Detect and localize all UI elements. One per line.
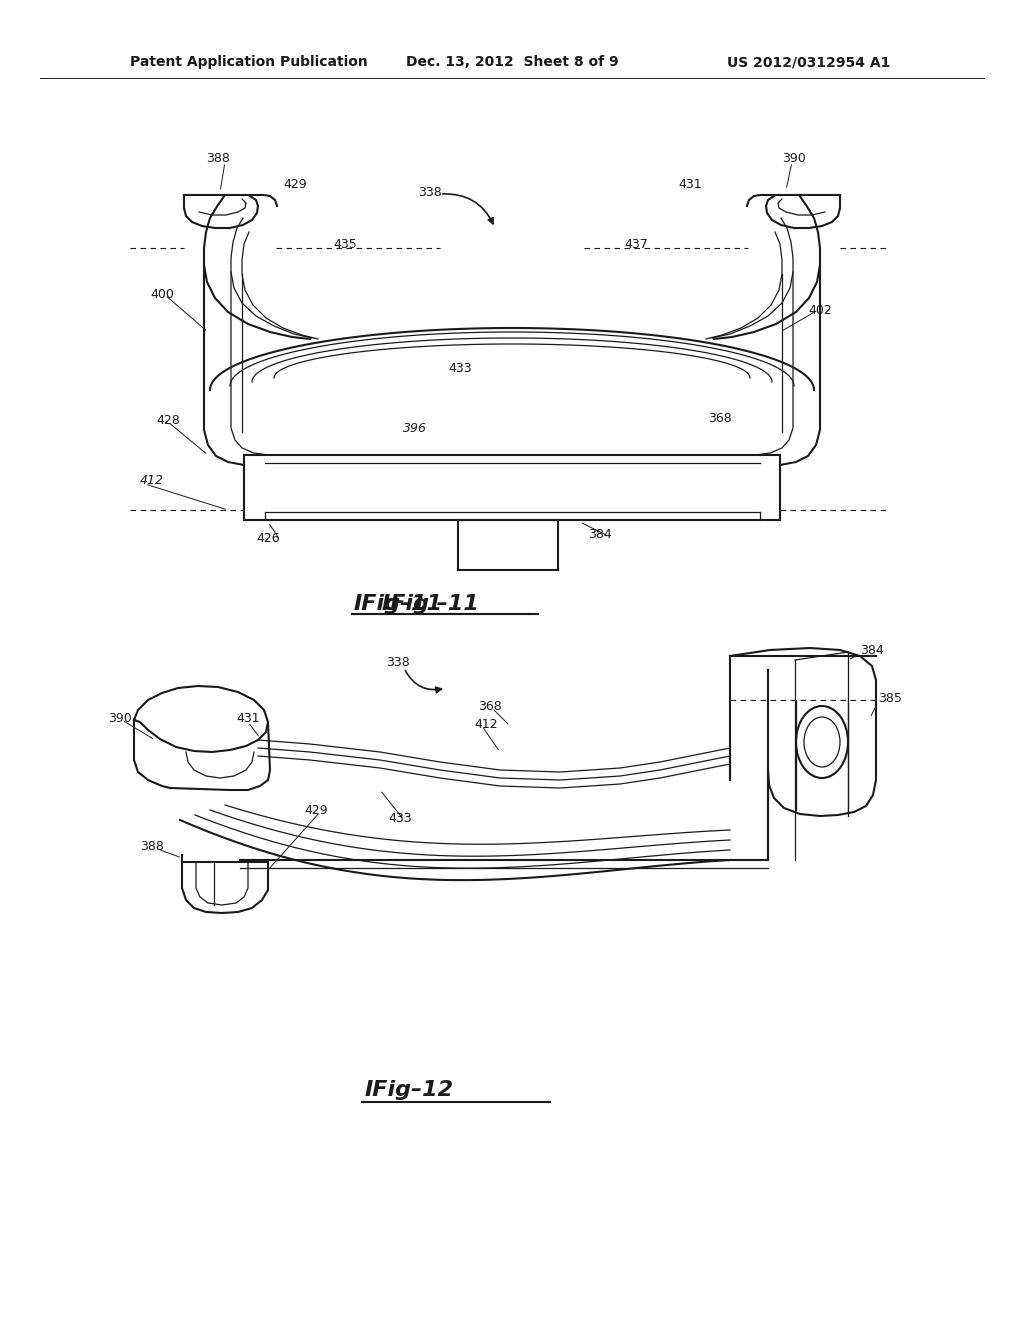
Text: 402: 402 — [808, 304, 831, 317]
Text: 431: 431 — [237, 711, 260, 725]
Text: 433: 433 — [388, 812, 412, 825]
Text: 412: 412 — [474, 718, 498, 730]
Text: 384: 384 — [860, 644, 884, 656]
Text: Patent Application Publication: Patent Application Publication — [130, 55, 368, 69]
Text: 429: 429 — [284, 178, 307, 191]
Text: US 2012/0312954 A1: US 2012/0312954 A1 — [727, 55, 890, 69]
Text: 435: 435 — [333, 239, 357, 252]
Text: 390: 390 — [109, 711, 132, 725]
Text: 428: 428 — [156, 413, 180, 426]
Text: 385: 385 — [878, 692, 902, 705]
Text: 388: 388 — [140, 840, 164, 853]
Text: 426: 426 — [256, 532, 280, 544]
Text: 388: 388 — [206, 152, 230, 165]
Text: IFig–11: IFig–11 — [354, 594, 443, 614]
Text: 384: 384 — [588, 528, 612, 540]
Text: IFig–12: IFig–12 — [365, 1080, 454, 1100]
Text: 431: 431 — [678, 178, 701, 191]
Text: 429: 429 — [304, 804, 328, 817]
Text: 433: 433 — [449, 362, 472, 375]
Text: 396: 396 — [403, 421, 427, 434]
Text: 368: 368 — [478, 700, 502, 713]
Text: 400: 400 — [151, 289, 174, 301]
Text: 437: 437 — [624, 239, 648, 252]
Text: 390: 390 — [782, 152, 806, 165]
Text: 338: 338 — [418, 186, 442, 198]
Text: Dec. 13, 2012  Sheet 8 of 9: Dec. 13, 2012 Sheet 8 of 9 — [406, 55, 618, 69]
Text: 368: 368 — [709, 412, 732, 425]
Text: IFig –11: IFig –11 — [382, 594, 478, 614]
Text: 412: 412 — [140, 474, 164, 487]
Text: 338: 338 — [386, 656, 410, 668]
